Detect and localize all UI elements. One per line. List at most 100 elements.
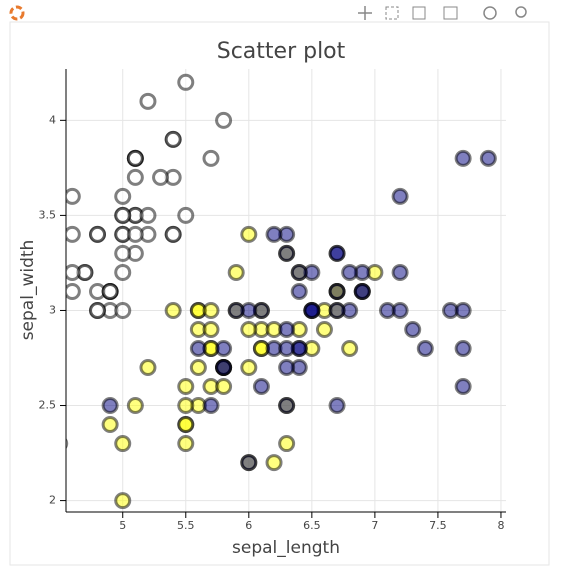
point — [114, 492, 132, 510]
point — [177, 397, 195, 415]
point — [265, 454, 283, 472]
x-tick-label: 5.5 — [177, 519, 195, 532]
point — [89, 225, 107, 243]
point — [114, 244, 132, 262]
point — [126, 225, 144, 243]
point — [126, 168, 144, 186]
plot-area — [66, 73, 497, 510]
x-tick-label: 7.5 — [429, 519, 447, 532]
point — [114, 206, 132, 224]
x-tick-label: 7 — [371, 519, 378, 532]
save-tool[interactable] — [443, 6, 458, 20]
point — [227, 301, 245, 319]
point — [139, 359, 157, 377]
point — [202, 397, 220, 415]
point — [215, 339, 233, 357]
point — [240, 359, 258, 377]
y-tick-label: 2.5 — [39, 399, 57, 412]
point — [66, 282, 81, 300]
point — [202, 149, 220, 167]
y-tick-label: 3.5 — [39, 208, 57, 221]
point — [215, 359, 233, 377]
point — [278, 435, 296, 453]
point — [139, 92, 157, 110]
box-zoom-tool[interactable] — [385, 6, 399, 20]
point — [391, 301, 409, 319]
point — [164, 225, 182, 243]
point — [278, 397, 296, 415]
point — [139, 206, 157, 224]
point — [202, 320, 220, 338]
point — [164, 301, 182, 319]
point — [152, 168, 170, 186]
point — [177, 378, 195, 396]
point — [66, 263, 81, 281]
point — [404, 320, 422, 338]
point — [66, 225, 81, 243]
point — [177, 435, 195, 453]
zoom-tool[interactable] — [412, 6, 426, 20]
point — [252, 378, 270, 396]
reset-tool[interactable] — [483, 6, 497, 20]
point — [290, 282, 308, 300]
point — [391, 187, 409, 205]
point — [278, 244, 296, 262]
point — [66, 187, 81, 205]
point — [215, 378, 233, 396]
point — [114, 435, 132, 453]
point — [66, 437, 69, 450]
point — [341, 339, 359, 357]
point — [454, 378, 472, 396]
point — [114, 301, 132, 319]
point — [303, 301, 321, 319]
point — [290, 263, 308, 281]
point — [227, 263, 245, 281]
point — [454, 339, 472, 357]
point — [265, 225, 283, 243]
point — [416, 339, 434, 357]
point — [189, 359, 207, 377]
point — [454, 149, 472, 167]
point — [126, 397, 144, 415]
point — [328, 244, 346, 262]
help-tool[interactable] — [515, 6, 527, 18]
point — [215, 111, 233, 129]
pan-tool[interactable] — [358, 6, 372, 20]
x-tick-label: 8 — [497, 519, 504, 532]
point — [240, 225, 258, 243]
y-tick-label: 2 — [49, 494, 56, 507]
point — [278, 339, 296, 357]
point — [101, 416, 119, 434]
toolbar — [9, 5, 527, 21]
point — [202, 301, 220, 319]
point — [164, 130, 182, 148]
y-tick-label: 4 — [49, 113, 56, 126]
point — [101, 282, 119, 300]
point — [114, 263, 132, 281]
point — [240, 454, 258, 472]
point — [328, 282, 346, 300]
point — [278, 320, 296, 338]
point — [315, 320, 333, 338]
point — [479, 149, 497, 167]
x-axis-label: sepal_length — [232, 538, 340, 558]
point — [177, 206, 195, 224]
point — [89, 301, 107, 319]
point — [328, 397, 346, 415]
point — [177, 416, 195, 434]
point — [391, 263, 409, 281]
y-tick-label: 3 — [49, 303, 56, 316]
x-tick-label: 6 — [245, 519, 252, 532]
point — [101, 397, 119, 415]
point — [341, 263, 359, 281]
point — [114, 187, 132, 205]
point — [454, 301, 472, 319]
logo — [9, 5, 25, 21]
point — [240, 320, 258, 338]
point — [353, 282, 371, 300]
x-tick-label: 6.5 — [303, 519, 321, 532]
point — [278, 359, 296, 377]
point — [177, 73, 195, 91]
x-tick-label: 5 — [119, 519, 126, 532]
